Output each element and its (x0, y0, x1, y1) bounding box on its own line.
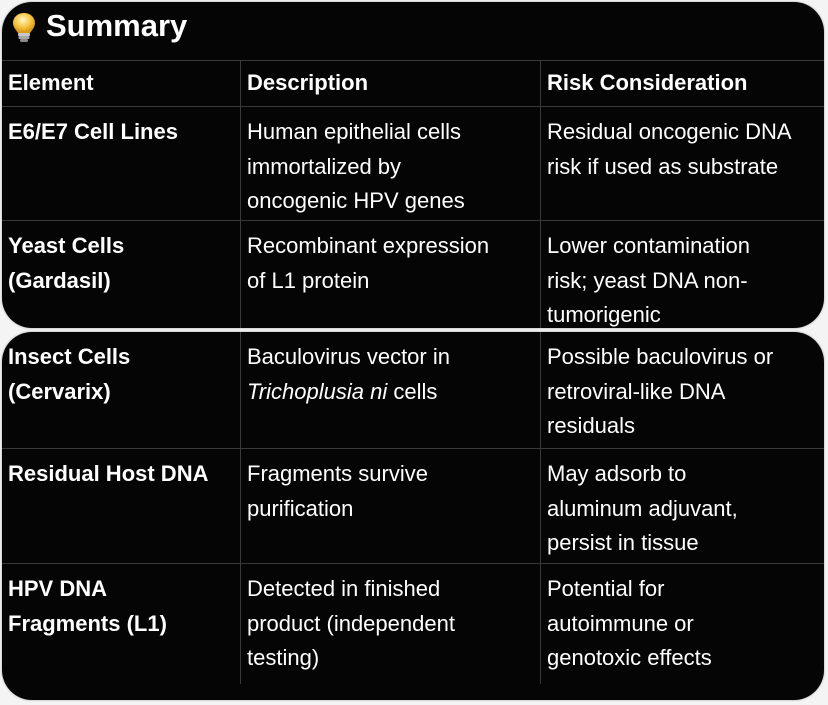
row-element: Residual Host DNA (8, 461, 209, 486)
description-line: Baculovirus vector in (247, 344, 450, 369)
row-description: Baculovirus vector in Trichoplusia ni ce… (240, 332, 540, 448)
table-row: HPV DNA Fragments (L1) Detected in finis… (2, 563, 824, 684)
row-description: Detected in finished product (independen… (240, 564, 540, 684)
table-header-row: Element Description Risk Consideration (2, 60, 824, 107)
header-description: Description (240, 61, 540, 107)
row-element: Yeast Cells (Gardasil) (8, 233, 125, 293)
row-risk: Lower contamination risk; yeast DNA non-… (540, 221, 824, 328)
table-row: E6/E7 Cell Lines Human epithelial cells … (2, 106, 824, 221)
row-description: Recombinant expression of L1 protein (240, 221, 540, 328)
description-tail: cells (387, 378, 438, 404)
header-risk: Risk Consideration (540, 61, 824, 107)
row-element: HPV DNA Fragments (L1) (8, 576, 167, 636)
row-risk: Possible baculovirus or retroviral-like … (540, 332, 824, 448)
header-element: Element (8, 70, 94, 95)
row-risk: Potential for autoimmune or genotoxic ef… (540, 564, 824, 684)
table-row: Insect Cells (Cervarix) Baculovirus vect… (2, 332, 824, 448)
row-description: Fragments survive purification (240, 449, 540, 564)
table-row: Residual Host DNA Fragments survive puri… (2, 448, 824, 564)
row-element: E6/E7 Cell Lines (8, 119, 178, 144)
table-row: Yeast Cells (Gardasil) Recombinant expre… (2, 220, 824, 328)
summary-header: Summary (2, 2, 824, 60)
summary-card-bottom: Insect Cells (Cervarix) Baculovirus vect… (2, 332, 824, 700)
summary-title: Summary (46, 8, 188, 43)
summary-card-top: Summary Element Description Risk Conside… (2, 2, 824, 328)
species-name: Trichoplusia ni (247, 378, 388, 404)
row-element: Insect Cells (Cervarix) (8, 344, 131, 404)
row-risk: May adsorb to aluminum adjuvant, persist… (540, 449, 824, 564)
lightbulb-icon (13, 13, 35, 42)
row-risk: Residual oncogenic DNA risk if used as s… (540, 107, 824, 221)
row-description: Human epithelial cells immortalized by o… (240, 107, 540, 221)
